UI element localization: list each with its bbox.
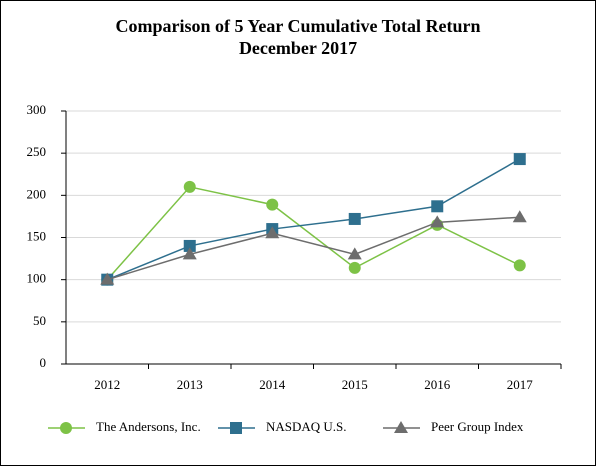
series-line bbox=[106, 186, 521, 281]
y-tick-label: 300 bbox=[27, 102, 47, 117]
y-tick-label: 150 bbox=[27, 228, 47, 243]
marker bbox=[100, 272, 115, 285]
legend-label: The Andersons, Inc. bbox=[96, 419, 201, 434]
marker bbox=[430, 215, 445, 228]
marker bbox=[183, 180, 196, 193]
marker bbox=[348, 261, 361, 274]
y-tick-label: 100 bbox=[27, 271, 47, 286]
marker bbox=[513, 259, 526, 272]
x-tick-label: 2016 bbox=[424, 377, 451, 392]
marker bbox=[347, 247, 362, 260]
marker bbox=[513, 153, 526, 166]
marker bbox=[265, 226, 280, 239]
y-tick-label: 200 bbox=[27, 186, 47, 201]
legend-label: NASDAQ U.S. bbox=[266, 419, 347, 434]
x-tick-label: 2012 bbox=[94, 377, 120, 392]
marker bbox=[431, 200, 444, 213]
x-tick-label: 2015 bbox=[342, 377, 368, 392]
x-tick-label: 2013 bbox=[177, 377, 203, 392]
marker bbox=[394, 421, 408, 433]
marker bbox=[230, 422, 242, 434]
x-tick-label: 2014 bbox=[259, 377, 286, 392]
marker bbox=[183, 239, 196, 252]
y-tick-label: 250 bbox=[27, 144, 47, 159]
series-line bbox=[107, 216, 520, 281]
y-tick-label: 0 bbox=[40, 355, 47, 370]
marker bbox=[512, 210, 527, 223]
marker bbox=[348, 212, 361, 225]
y-tick-label: 50 bbox=[33, 313, 46, 328]
legend-label: Peer Group Index bbox=[431, 419, 524, 434]
x-tick-label: 2017 bbox=[507, 377, 534, 392]
marker bbox=[182, 247, 197, 260]
chart-title: Comparison of 5 Year Cumulative Total Re… bbox=[115, 16, 480, 36]
chart-subtitle: December 2017 bbox=[239, 38, 357, 58]
marker bbox=[266, 198, 279, 211]
series-line bbox=[106, 158, 521, 281]
marker bbox=[60, 422, 72, 434]
